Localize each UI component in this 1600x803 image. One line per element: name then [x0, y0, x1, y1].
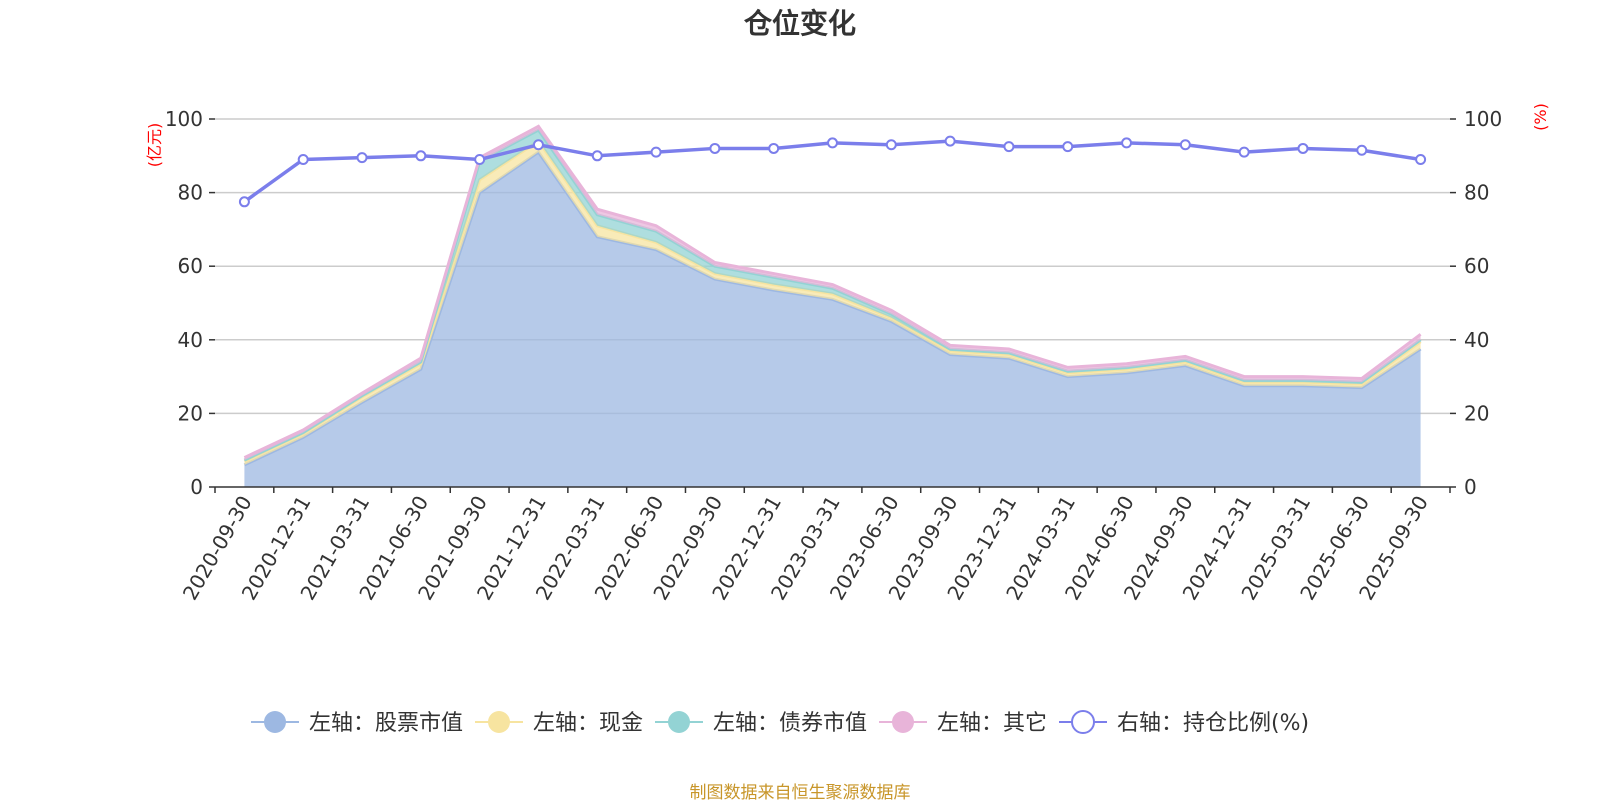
legend-label: 左轴：债券市值 [713, 711, 867, 736]
right-tick-label: 60 [1464, 254, 1489, 278]
legend-item[interactable]: 左轴：其它 [879, 711, 1047, 736]
ratio-point [885, 139, 897, 151]
right-tick-label: 0 [1464, 475, 1477, 499]
legend-marker [668, 711, 690, 733]
ratio-point [650, 146, 662, 158]
ratio-point [1062, 141, 1074, 153]
ratio-point [591, 150, 603, 162]
left-tick-label: 40 [178, 328, 203, 352]
ratio-point [1238, 146, 1250, 158]
source-footer: 制图数据来自恒生聚源数据库 [689, 783, 911, 803]
ratio-point [238, 196, 250, 208]
ratio-point [532, 139, 544, 151]
area-左轴：股票市值 [244, 152, 1421, 487]
left-tick-label: 20 [178, 401, 203, 425]
legend-item[interactable]: 左轴：债券市值 [655, 711, 867, 736]
ratio-point [1003, 141, 1015, 153]
left-axis-unit: (亿元) [145, 123, 164, 168]
legend-label: 左轴：股票市值 [309, 711, 463, 736]
right-tick-label: 20 [1464, 401, 1489, 425]
right-tick-label: 40 [1464, 328, 1489, 352]
ratio-point [415, 150, 427, 162]
ratio-point [709, 142, 721, 154]
right-tick-label: 80 [1464, 181, 1489, 205]
left-tick-label: 0 [190, 475, 203, 499]
ratio-point [1121, 137, 1133, 149]
legend-item[interactable]: 左轴：现金 [475, 711, 643, 736]
chart-title: 仓位变化 [744, 7, 856, 40]
left-tick-label: 60 [178, 254, 203, 278]
left-tick-label: 100 [165, 107, 203, 131]
ratio-point [768, 142, 780, 154]
ratio-point [356, 152, 368, 164]
ratio-point [474, 153, 486, 165]
ratio-point [1356, 144, 1368, 156]
area-layers [243, 124, 1422, 487]
legend-marker [488, 711, 510, 733]
legend-marker [1071, 710, 1095, 734]
ratio-point [297, 153, 309, 165]
legend-label: 左轴：现金 [533, 711, 643, 736]
ratio-point [1415, 153, 1427, 165]
legend-marker [264, 711, 286, 733]
ratio-line [238, 135, 1427, 208]
legend-item[interactable]: 右轴：持仓比例(%) [1059, 710, 1309, 736]
left-tick-label: 80 [178, 181, 203, 205]
legend-marker [892, 711, 914, 733]
ratio-point [1179, 139, 1191, 151]
legend-item[interactable]: 左轴：股票市值 [251, 711, 463, 736]
legend-label: 左轴：其它 [937, 711, 1047, 736]
ratio-point [1297, 142, 1309, 154]
right-axis-unit: (%) [1531, 103, 1550, 131]
area-edge-左轴：其它 [243, 124, 1422, 459]
right-tick-label: 100 [1464, 107, 1502, 131]
ratio-point [827, 137, 838, 149]
legend-label: 右轴：持仓比例(%) [1117, 711, 1309, 736]
ratio-point [944, 135, 956, 147]
legend[interactable]: 左轴：股票市值 左轴：现金 左轴：债券市值 左轴：其它 右轴：持仓比例(%) [251, 710, 1309, 736]
